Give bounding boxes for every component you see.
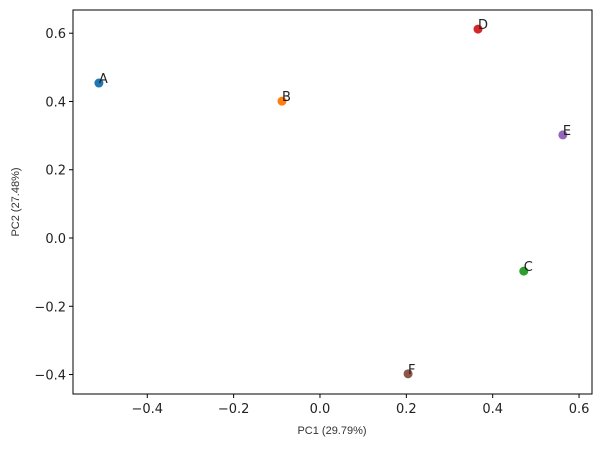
point-label-c: C <box>524 260 533 275</box>
y-tick-label: 0.6 <box>45 27 66 42</box>
point-label-b: B <box>282 90 291 105</box>
y-tick-label: 0.0 <box>45 232 66 247</box>
point-label-d: D <box>478 18 488 33</box>
plot-area <box>72 9 593 395</box>
x-axis-ticks: −0.4 −0.2 0.0 0.2 0.4 0.6 <box>131 394 589 417</box>
scatter-point-b <box>277 96 287 106</box>
scatter-point-e <box>558 130 568 140</box>
x-axis-label: PC1 (29.79%) <box>297 425 366 437</box>
y-axis-label: PC2 (27.48%) <box>10 167 22 236</box>
x-tick-label: 0.2 <box>396 402 417 417</box>
scatter-points: A B C D E F <box>94 18 571 379</box>
y-axis-ticks: −0.4 −0.2 0.0 0.2 0.4 0.6 <box>34 27 73 384</box>
x-tick-label: 0.0 <box>310 402 331 417</box>
x-tick-label: −0.2 <box>218 402 250 417</box>
scatter-point-f <box>403 369 413 379</box>
point-label-a: A <box>99 72 108 87</box>
y-tick-label: 0.2 <box>45 164 66 179</box>
y-tick-label: 0.4 <box>45 95 66 110</box>
point-label-e: E <box>563 124 571 139</box>
x-tick-label: 0.4 <box>482 402 503 417</box>
y-tick-label: −0.4 <box>34 369 66 384</box>
scatter-point-d <box>473 24 483 34</box>
point-label-f: F <box>408 363 415 378</box>
x-tick-label: 0.6 <box>569 402 590 417</box>
scatter-point-c <box>519 266 529 276</box>
x-tick-label: −0.4 <box>131 402 163 417</box>
y-tick-label: −0.2 <box>34 300 66 315</box>
scatter-point-a <box>94 78 104 88</box>
